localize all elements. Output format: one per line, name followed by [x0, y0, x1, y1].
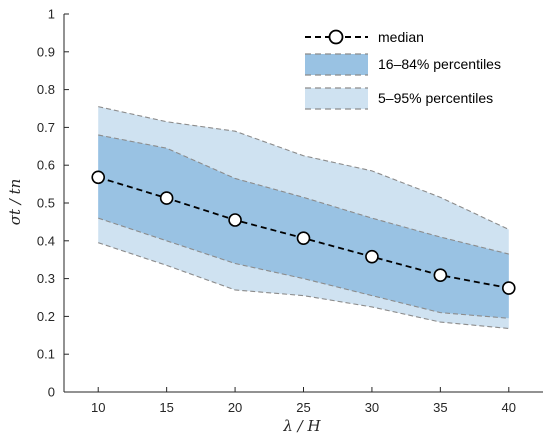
legend-swatch-16-84	[305, 54, 368, 75]
y-tick-label-0.4: 0.4	[37, 233, 55, 248]
x-axis-label: λ / H	[282, 417, 321, 435]
legend: median 16–84% percentiles 5–95% percenti…	[296, 13, 538, 121]
median-point-15	[159, 191, 174, 205]
median-point-30	[365, 249, 379, 264]
y-axis-label: σt / tn	[6, 179, 24, 226]
y-tick-label-0.8: 0.8	[37, 82, 55, 97]
axes: 0 0.1 0.2 0.3 0.4 0.5 0.6 0.7 0.8 0.9 1 10 15 20 25 30 3…	[37, 7, 543, 415]
band-5-95-upper-edge	[98, 106, 510, 230]
x-tick-label-25: 25	[296, 400, 310, 415]
median-point-35	[433, 268, 448, 282]
band-16-84-lower-edge	[98, 217, 509, 319]
plot-area	[91, 106, 516, 330]
legend-label-5-95: 5–95% percentiles	[378, 90, 493, 106]
band-16-84	[98, 134, 509, 319]
x-tick-label-30: 30	[365, 400, 379, 415]
y-tick-label-0.6: 0.6	[37, 158, 55, 173]
x-tick-label-10: 10	[91, 400, 105, 415]
legend-label-median: median	[378, 29, 424, 45]
median-point-40	[501, 281, 516, 295]
band-5-95-lower-edge	[98, 242, 509, 330]
median-point-25	[296, 231, 311, 245]
x-tick-label-40: 40	[502, 400, 516, 415]
y-tick-label-0.2: 0.2	[37, 309, 55, 324]
y-tick-label-1: 1	[48, 7, 55, 22]
x-tick-label-15: 15	[159, 400, 173, 415]
x-tick-label-35: 35	[433, 400, 447, 415]
y-tick-label-0.5: 0.5	[37, 196, 55, 211]
y-tick-label-0: 0	[48, 385, 55, 400]
y-tick-label-0.9: 0.9	[37, 44, 55, 59]
median-point-10	[91, 170, 106, 185]
y-tick-label-0.3: 0.3	[37, 271, 55, 286]
legend-median-marker	[328, 29, 344, 45]
y-tick-label-0.7: 0.7	[37, 120, 55, 135]
y-tick-label-0.1: 0.1	[37, 347, 55, 362]
legend-swatch-5-95	[305, 88, 368, 109]
legend-label-16-84: 16–84% percentiles	[378, 56, 501, 72]
x-tick-label-20: 20	[228, 400, 242, 415]
median-point-20	[228, 213, 242, 227]
